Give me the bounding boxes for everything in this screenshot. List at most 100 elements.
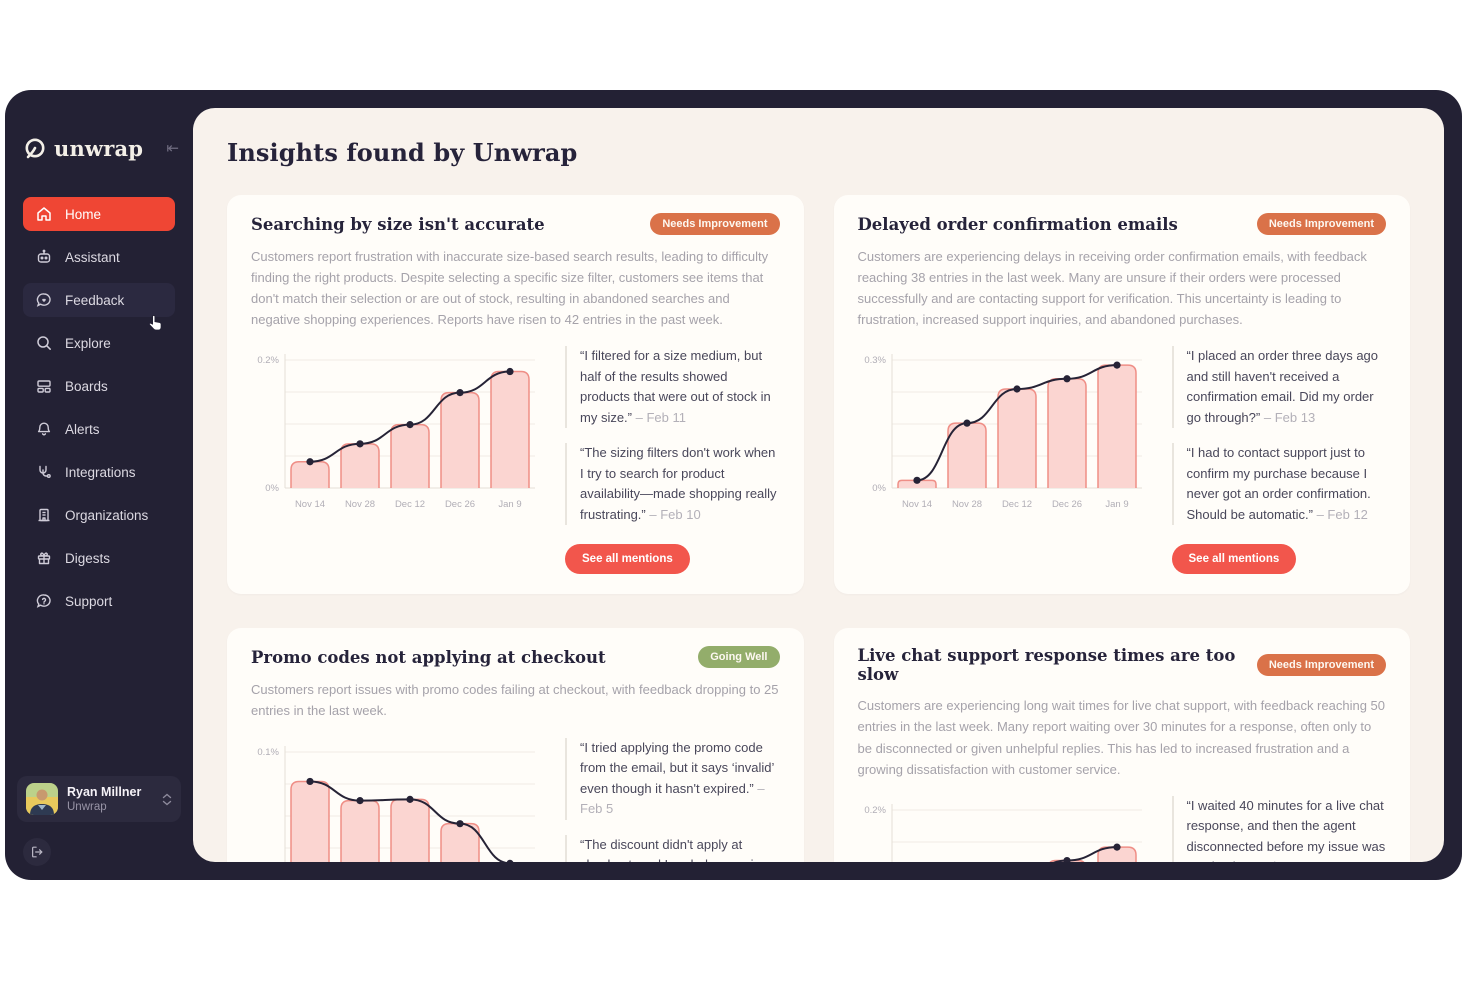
customer-quote: “The discount didn't apply at checkout, … [565, 834, 780, 862]
card-title: Live chat support response times are too… [857, 646, 1236, 685]
sidebar-item-integrations[interactable]: Integrations [23, 455, 175, 489]
svg-text:0.1%: 0.1% [257, 747, 279, 758]
page-title: Insights found by Unwrap [227, 138, 578, 167]
sidebar-item-organizations[interactable]: Organizations [23, 498, 175, 532]
unwrap-logo-icon [23, 137, 47, 161]
svg-text:Dec 26: Dec 26 [1051, 499, 1081, 510]
customer-quote: “I placed an order three days ago and st… [1171, 346, 1387, 429]
svg-text:0.2%: 0.2% [257, 355, 279, 366]
customer-quote: “I had to contact support just to confir… [1171, 443, 1387, 526]
quote-date: – Feb 12 [1316, 506, 1368, 522]
sidebar-item-alerts[interactable]: Alerts [23, 412, 175, 446]
quotes-column: “I filtered for a size medium, but half … [565, 346, 780, 575]
quotes-column: “I placed an order three days ago and st… [1171, 346, 1387, 575]
see-all-mentions-button[interactable]: See all mentions [565, 544, 690, 575]
logo-row: unwrap ⇤ [23, 136, 179, 161]
sidebar-item-label: Boards [65, 378, 108, 394]
svg-text:Dec 12: Dec 12 [1001, 499, 1031, 510]
user-name: Ryan Millner [67, 785, 142, 799]
sidebar-item-label: Feedback [65, 292, 125, 308]
svg-text:Dec 12: Dec 12 [395, 499, 425, 510]
customer-quote: “I waited 40 minutes for a live chat res… [1171, 795, 1387, 862]
bell-icon [35, 420, 53, 438]
sidebar-item-label: Support [65, 593, 113, 609]
quote-date: – Feb 13 [1263, 409, 1316, 425]
help-bubble-icon [35, 592, 53, 610]
sidebar-item-explore[interactable]: Explore [23, 326, 175, 360]
logout-icon[interactable] [23, 838, 51, 866]
quote-date: – Feb 10 [649, 506, 701, 522]
sidebar-item-boards[interactable]: Boards [23, 369, 175, 403]
plug-icon [35, 463, 53, 481]
sidebar-item-label: Assistant [65, 249, 120, 265]
brand-wordmark: unwrap [54, 136, 144, 161]
insight-card-promo-codes: Promo codes not applying at checkout Goi… [227, 628, 804, 862]
sidebar-nav: Home Assistant Feedback Explore [5, 197, 193, 627]
svg-text:Nov 28: Nov 28 [951, 499, 981, 510]
customer-quote: “I tried applying the promo code from th… [565, 737, 780, 820]
user-org: Unwrap [67, 801, 107, 813]
svg-text:Nov 14: Nov 14 [295, 499, 325, 510]
home-icon [35, 205, 53, 223]
sidebar-item-label: Organizations [65, 507, 149, 523]
sidebar-bottom: Ryan Millner Unwrap [5, 776, 193, 880]
sidebar-item-feedback[interactable]: Feedback [23, 283, 175, 317]
customer-quote: “I filtered for a size medium, but half … [565, 346, 780, 429]
sidebar-item-home[interactable]: Home [23, 197, 175, 231]
trend-chart: 0.3% 0% Nov 14 Nov 28 Dec 12 Dec 26 Jan 9 [858, 346, 1150, 574]
insight-card-searching-by-size: Searching by size isn't accurate Needs I… [227, 195, 804, 595]
sidebar: unwrap ⇤ Home Assistant Feedback [5, 90, 193, 880]
sidebar-item-support[interactable]: Support [23, 584, 175, 618]
card-description: Customers are experiencing delays in rec… [857, 249, 1367, 328]
svg-text:Jan 9: Jan 9 [498, 499, 521, 510]
svg-text:0%: 0% [265, 483, 279, 494]
sidebar-item-assistant[interactable]: Assistant [23, 240, 175, 274]
status-badge: Needs Improvement [1256, 654, 1386, 677]
card-title: Searching by size isn't accurate [251, 214, 545, 234]
sidebar-item-label: Integrations [65, 464, 136, 480]
avatar [26, 783, 58, 815]
card-description: Customers report issues with promo codes… [251, 682, 779, 719]
quote-date: – Feb 5 [580, 780, 765, 817]
sidebar-item-label: Explore [65, 335, 111, 351]
building-icon [35, 506, 53, 524]
sidebar-item-label: Home [65, 206, 102, 222]
robot-icon [35, 248, 53, 266]
svg-text:Jan 9: Jan 9 [1105, 499, 1128, 510]
trend-chart: 0.2% 0% Nov 14 Nov 28 Dec 12 Dec 26 Jan 9 [251, 346, 543, 574]
svg-text:Nov 14: Nov 14 [901, 499, 931, 510]
see-all-mentions-button[interactable]: See all mentions [1171, 544, 1297, 575]
card-description: Customers are experiencing long wait tim… [857, 698, 1386, 777]
insight-card-delayed-confirmation-emails: Delayed order confirmation emails Needs … [833, 195, 1410, 595]
svg-text:0.2%: 0.2% [864, 805, 886, 816]
status-badge: Needs Improvement [1256, 213, 1386, 235]
chat-heart-icon [35, 291, 53, 309]
quotes-column: “I tried applying the promo code from th… [565, 737, 780, 862]
user-menu[interactable]: Ryan Millner Unwrap [17, 776, 181, 822]
svg-text:0.3%: 0.3% [864, 355, 886, 366]
sidebar-item-digests[interactable]: Digests [23, 541, 175, 575]
svg-text:0%: 0% [872, 483, 886, 494]
search-icon [35, 334, 53, 352]
sidebar-item-label: Alerts [65, 421, 100, 437]
main-content: Insights found by Unwrap Searching by si… [193, 108, 1444, 862]
sidebar-item-label: Digests [65, 550, 111, 566]
insight-cards-grid: Searching by size isn't accurate Needs I… [227, 195, 1410, 862]
card-title: Delayed order confirmation emails [857, 214, 1178, 234]
card-description: Customers report frustration with inaccu… [251, 249, 769, 328]
card-title: Promo codes not applying at checkout [251, 647, 606, 667]
status-badge: Needs Improvement [650, 213, 780, 235]
app-window: unwrap ⇤ Home Assistant Feedback [5, 90, 1462, 880]
svg-text:Dec 26: Dec 26 [445, 499, 475, 510]
boards-icon [35, 377, 53, 395]
status-badge: Going Well [698, 646, 780, 669]
sidebar-collapse-icon[interactable]: ⇤ [166, 140, 179, 157]
quotes-column: “I waited 40 minutes for a live chat res… [1171, 795, 1387, 862]
customer-quote: “The sizing filters don't work when I tr… [565, 443, 780, 526]
svg-text:Nov 28: Nov 28 [345, 499, 375, 510]
chevron-up-down-icon [162, 793, 172, 806]
gift-icon [35, 549, 53, 567]
quote-date: – Feb 11 [635, 409, 686, 425]
